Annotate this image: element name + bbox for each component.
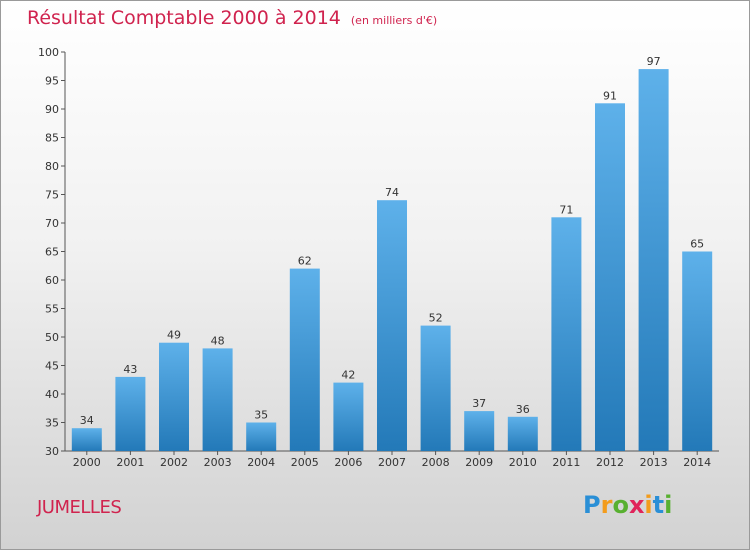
data-label-2001: 43 <box>123 363 137 376</box>
chart-title: Résultat Comptable 2000 à 2014 (en millie… <box>27 7 437 29</box>
x-tick-label-2005: 2005 <box>291 456 319 469</box>
y-tick-label: 80 <box>45 160 59 173</box>
commune-name: JUMELLES <box>37 497 122 518</box>
logo-letter: P <box>583 491 601 519</box>
bar-2001 <box>115 376 146 451</box>
data-label-2011: 71 <box>559 203 573 216</box>
title-text: Résultat Comptable 2000 à 2014 <box>27 7 341 29</box>
bar-2004 <box>246 422 277 451</box>
data-label-2010: 36 <box>516 403 530 416</box>
data-label-2003: 48 <box>211 334 225 347</box>
data-label-2012: 91 <box>603 89 617 102</box>
y-tick-label: 30 <box>45 445 59 458</box>
logo-letter: x <box>628 491 645 519</box>
data-label-2006: 42 <box>341 369 355 382</box>
x-tick-label-2010: 2010 <box>509 456 537 469</box>
x-tick-label-2009: 2009 <box>465 456 493 469</box>
data-label-2009: 37 <box>472 397 486 410</box>
x-tick-label-2012: 2012 <box>596 456 624 469</box>
y-tick-label: 70 <box>45 217 59 230</box>
bar-2012 <box>595 103 625 452</box>
logo-letter: r <box>600 491 613 519</box>
data-label-2007: 74 <box>385 186 399 199</box>
x-tick-label-2004: 2004 <box>247 456 275 469</box>
bar-2006 <box>333 382 364 451</box>
y-tick-label: 40 <box>45 388 59 401</box>
data-label-2004: 35 <box>254 409 268 422</box>
x-tick-label-2014: 2014 <box>683 456 711 469</box>
x-tick-label-2003: 2003 <box>204 456 232 469</box>
data-label-2002: 49 <box>167 329 181 342</box>
x-tick-label-2008: 2008 <box>422 456 450 469</box>
y-tick-label: 55 <box>45 303 59 316</box>
y-tick-label: 65 <box>45 246 59 259</box>
bar-2014 <box>682 251 713 451</box>
y-tick-label: 50 <box>45 331 59 344</box>
logo-letter: t <box>652 491 665 519</box>
x-tick-label-2001: 2001 <box>116 456 144 469</box>
bar-2002 <box>159 342 189 451</box>
y-tick-label: 95 <box>45 75 59 88</box>
y-tick-label: 35 <box>45 417 59 430</box>
x-tick-label-2007: 2007 <box>378 456 406 469</box>
bar-2013 <box>638 69 669 451</box>
bar-2008 <box>420 325 451 451</box>
bar-2007 <box>377 200 407 451</box>
proxiti-logo[interactable]: Proxiti <box>583 491 672 519</box>
x-tick-label-2013: 2013 <box>640 456 668 469</box>
data-label-2000: 34 <box>80 414 94 427</box>
bar-2011 <box>551 217 582 451</box>
y-tick-label: 90 <box>45 103 59 116</box>
y-tick-label: 75 <box>45 189 59 202</box>
y-tick-label: 85 <box>45 132 59 145</box>
logo-letter: i <box>664 491 673 519</box>
x-tick-label-2000: 2000 <box>73 456 101 469</box>
x-tick-label-2011: 2011 <box>552 456 580 469</box>
logo-letter: i <box>644 491 653 519</box>
y-tick-label: 60 <box>45 274 59 287</box>
y-tick-label: 100 <box>38 46 59 59</box>
x-tick-label-2006: 2006 <box>334 456 362 469</box>
bar-2003 <box>202 348 233 451</box>
bar-2005 <box>289 268 320 451</box>
bar-2009 <box>464 411 495 451</box>
data-label-2008: 52 <box>429 312 443 325</box>
data-labels: 34 43 49 48 35 62 42 74 52 37 36 71 91 97 65 <box>80 55 704 427</box>
data-label-2005: 62 <box>298 255 312 268</box>
bars <box>71 69 713 452</box>
data-label-2014: 65 <box>690 238 704 251</box>
chart-subtitle: (en milliers d'€) <box>350 14 438 27</box>
y-tick-label: 45 <box>45 360 59 373</box>
bar-2000 <box>71 428 102 451</box>
bar-2010 <box>507 416 538 451</box>
logo-letter: o <box>612 491 629 519</box>
x-tick-label-2002: 2002 <box>160 456 188 469</box>
data-label-2013: 97 <box>647 55 661 68</box>
